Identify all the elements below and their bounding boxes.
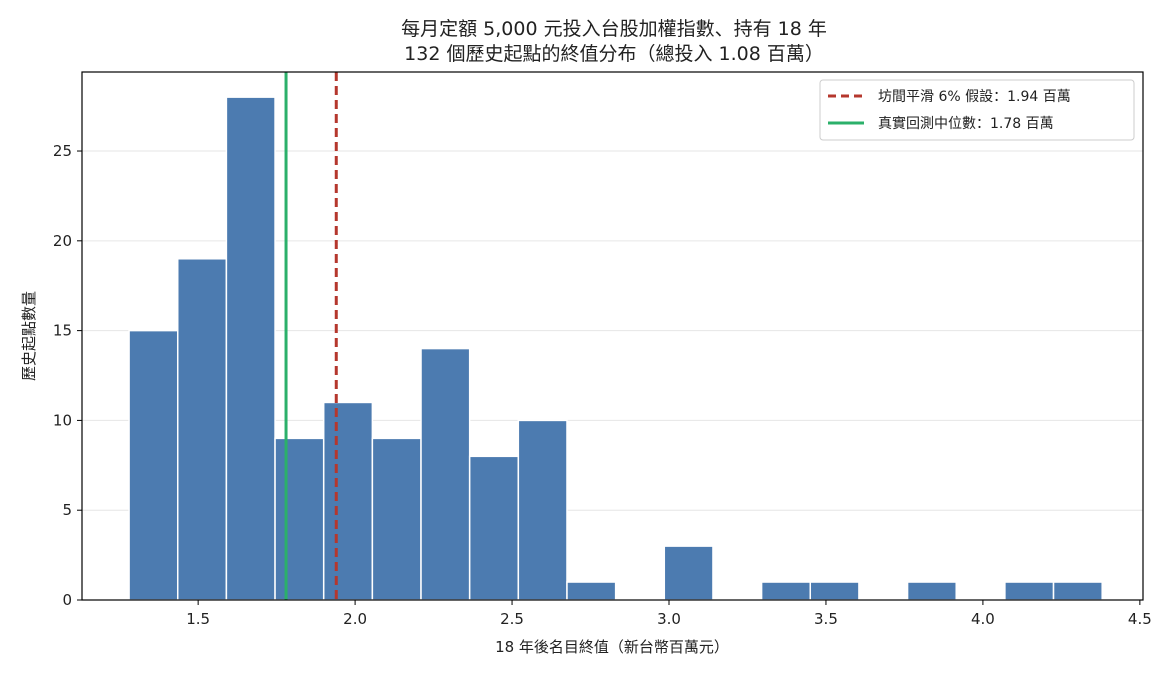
legend-box (819, 79, 1135, 141)
histogram-bar (906, 581, 957, 601)
histogram-bar (663, 545, 714, 601)
x-tick-label: 1.5 (186, 610, 210, 628)
histogram-bar (274, 437, 325, 601)
histogram-bar (225, 96, 276, 601)
x-tick-label: 2.5 (500, 610, 524, 628)
histogram-bar (468, 455, 520, 601)
histogram-bar (1004, 581, 1055, 601)
y-tick-label: 25 (53, 142, 72, 160)
chart-title: 每月定額 5,000 元投入台股加權指數、持有 18 年 (401, 18, 827, 40)
y-tick-label: 0 (62, 591, 72, 609)
histogram-bar (809, 581, 860, 601)
histogram-bar (322, 401, 374, 601)
y-axis-ticks: 0 5 10 15 20 25 (53, 142, 82, 609)
x-axis-ticks: 1.5 2.0 2.5 3.0 3.5 4.0 4.5 (186, 600, 1152, 628)
histogram-bars (128, 96, 1103, 601)
y-tick-label: 20 (53, 232, 72, 250)
histogram-bar (371, 437, 422, 601)
reference-lines (284, 72, 338, 600)
x-tick-label: 2.0 (343, 610, 367, 628)
histogram-bar (566, 581, 617, 601)
legend: 坊間平滑 6% 假設：1.94 百萬 真實回測中位數：1.78 百萬 (819, 79, 1135, 141)
histogram-bar (420, 347, 471, 601)
histogram-bar (760, 581, 812, 601)
x-tick-label: 4.5 (1128, 610, 1152, 628)
y-tick-label: 10 (53, 411, 72, 429)
legend-entry-backtest-median: 真實回測中位數：1.78 百萬 (878, 115, 1054, 132)
histogram-bar (517, 419, 568, 601)
x-tick-label: 4.0 (971, 610, 995, 628)
y-tick-label: 5 (62, 501, 72, 519)
y-axis-label: 歷史起點數量 (20, 291, 38, 381)
histogram-bar (1052, 581, 1103, 601)
x-tick-label: 3.0 (657, 610, 681, 628)
histogram-bar (128, 329, 179, 601)
x-axis-label: 18 年後名目終值（新台幣百萬元） (495, 638, 729, 656)
y-tick-label: 15 (53, 322, 72, 340)
plot-frame (81, 71, 1144, 601)
histogram-bar (176, 258, 228, 601)
legend-entry-smooth-assumption: 坊間平滑 6% 假設：1.94 百萬 (878, 88, 1071, 105)
x-tick-label: 3.5 (814, 610, 838, 628)
chart-subtitle: 132 個歷史起點的終值分布（總投入 1.08 百萬） (404, 43, 824, 65)
